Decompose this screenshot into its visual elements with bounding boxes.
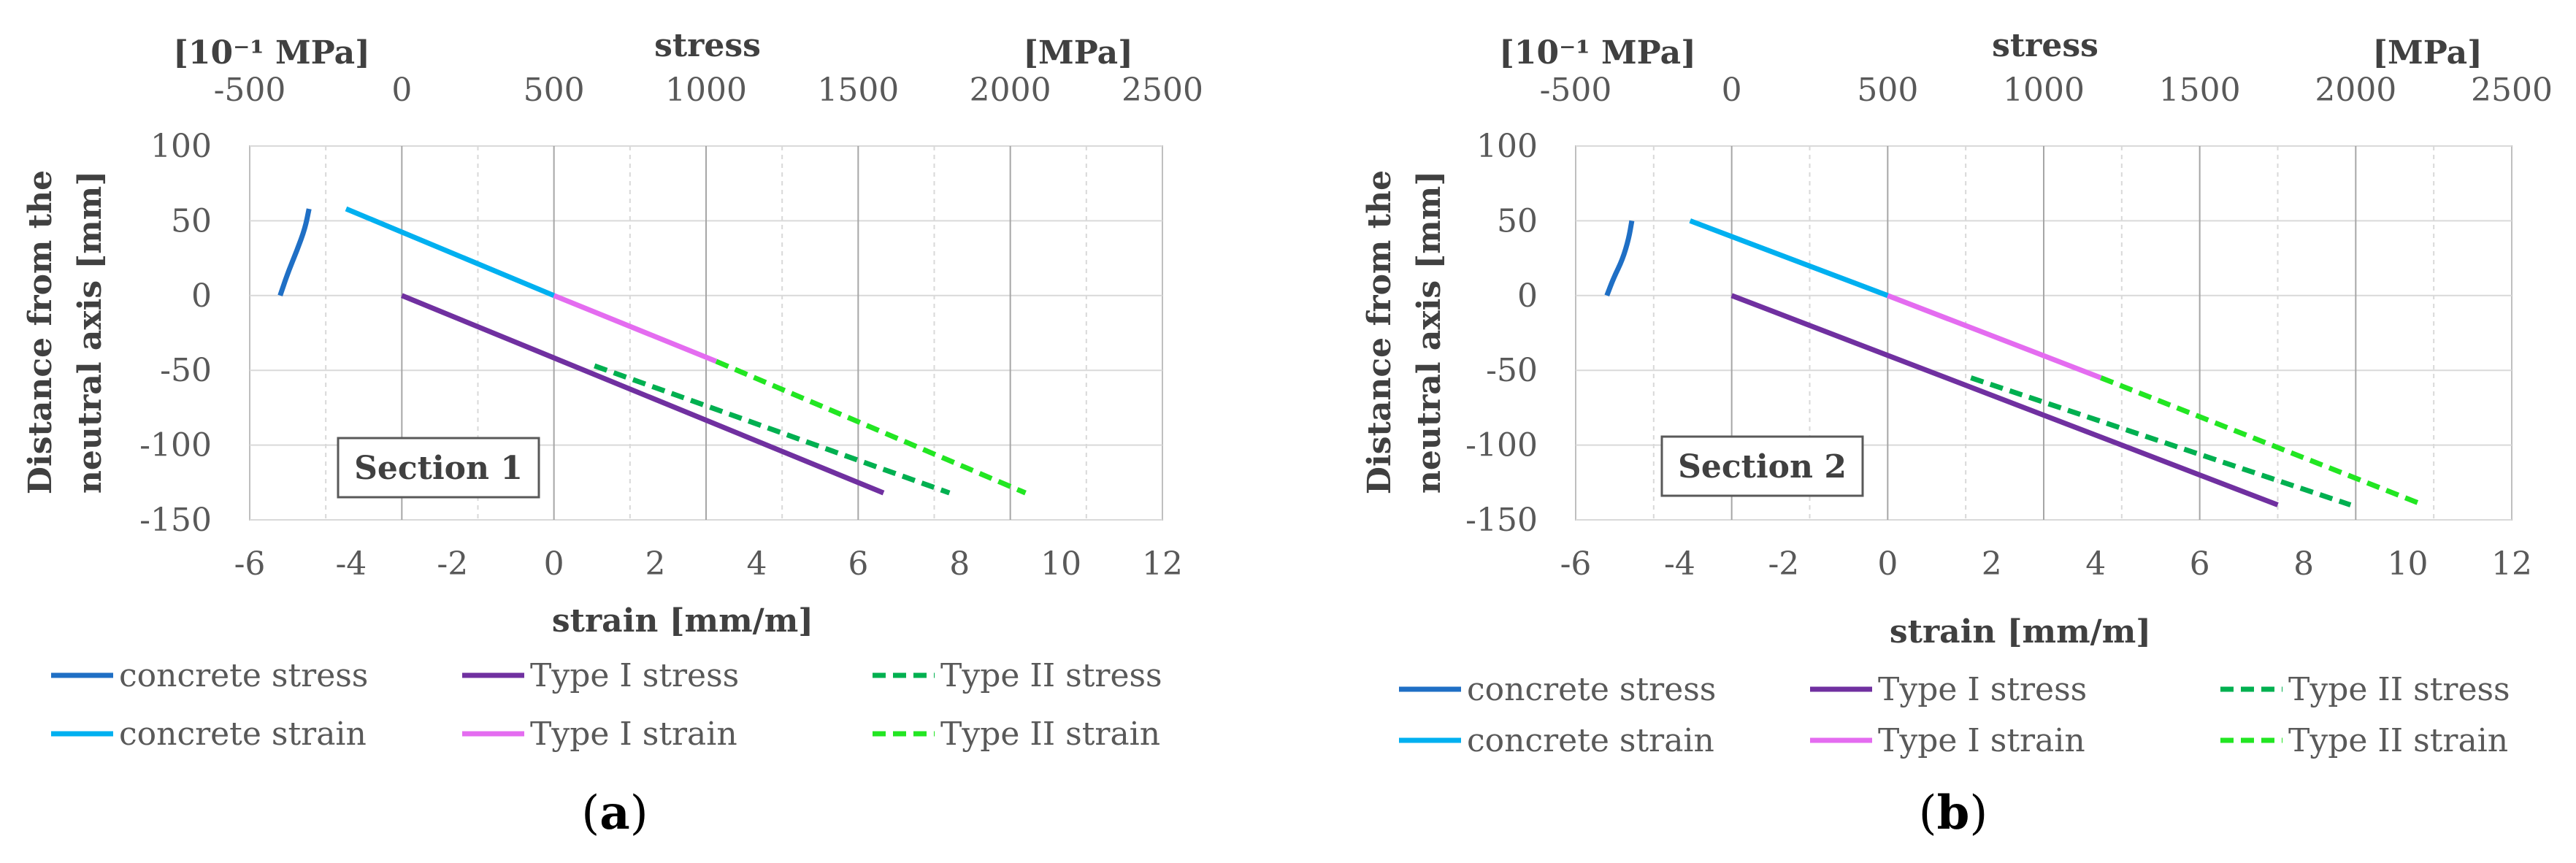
series-line-concrete-strain [345,206,556,299]
legend-label: Type I stress [530,657,739,694]
top-tick-label: 1500 [817,72,899,109]
series-line-concrete-stress [1604,220,1635,297]
x-tick-label: 12 [2491,545,2532,583]
top-axis-left-unit: [10⁻¹ MPa] [173,34,370,72]
x-tick-label: -6 [234,545,266,583]
series-line-type-i-stress [1730,293,2279,507]
top-axis-right-unit: [MPa] [2372,34,2483,72]
section-label-box [1660,435,1864,497]
y-tick-label: -50 [160,352,212,389]
series-line-type-ii-strain [2100,375,2425,507]
legend-label: Type II stress [940,657,1162,694]
x-tick-label: 12 [1142,545,1183,583]
y-tick-label: 50 [171,202,212,239]
section-label: Section 1 [354,450,523,487]
y-tick-label: -100 [1465,427,1538,464]
x-tick-label: 0 [544,545,564,583]
x-tick-label: -6 [1560,545,1592,583]
legend-label: concrete strain [1467,722,1714,759]
top-tick-label: 0 [391,72,412,109]
legend-label: concrete strain [119,716,367,753]
series-line-type-ii-strain [715,358,1027,496]
series-line-type-i-strain [1887,293,2102,380]
x-tick-label: -2 [437,545,468,583]
y-axis-title-line1: Distance from the [22,170,59,494]
top-tick-label: 2500 [2471,72,2553,109]
y-tick-label: 100 [1476,128,1538,165]
x-tick-label: 8 [949,545,970,583]
top-tick-label: 500 [1857,72,1918,109]
y-tick-label: -100 [139,427,212,464]
x-tick-label: 8 [2293,545,2314,583]
x-axis-title: strain [mm/m] [552,602,813,640]
y-axis-title-line2: neutral axis [mm] [72,171,109,494]
series-line-type-i-strain [553,293,718,364]
x-tick-label: 6 [848,545,868,583]
x-tick-label: 2 [645,545,666,583]
y-tick-label: -150 [139,502,212,539]
y-tick-label: 0 [191,277,212,315]
x-tick-label: 2 [1982,545,2002,583]
top-tick-label: 1500 [2159,72,2241,109]
series-line-type-ii-stress [594,363,951,496]
series-line-type-i-stress [401,293,885,496]
legend-label: Type II strain [940,716,1160,753]
top-tick-label: 2000 [970,72,1051,109]
panel-caption: (b) [1919,786,1988,840]
x-tick-label: 10 [2388,545,2429,583]
series-line-type-ii-stress [1970,375,2352,507]
top-tick-label: 2500 [1122,72,1203,109]
top-axis-title: stress [654,27,761,64]
x-tick-label: 4 [746,545,767,583]
legend-label: Type II stress [2288,671,2510,708]
x-tick-label: -4 [335,545,367,583]
x-tick-label: 4 [2085,545,2106,583]
x-tick-label: 10 [1040,545,1081,583]
top-tick-label: -500 [214,72,286,109]
y-tick-label: 100 [150,128,212,165]
top-tick-label: 2000 [2315,72,2396,109]
top-tick-label: 500 [524,72,585,109]
top-axis-title: stress [1992,27,2098,64]
x-tick-label: 0 [1877,545,1898,583]
y-axis-title-line2: neutral axis [mm] [1411,171,1448,494]
top-tick-label: 1000 [665,72,747,109]
legend-label: Type I stress [1878,671,2087,708]
x-tick-label: 6 [2190,545,2210,583]
series-line-concrete-strain [1689,218,1889,299]
top-tick-label: 1000 [2003,72,2085,109]
legend-label: Type I strain [1878,722,2085,759]
legend-label: Type II strain [2288,722,2508,759]
x-tick-label: -4 [1664,545,1695,583]
top-tick-label: 0 [1722,72,1742,109]
x-axis-title: strain [mm/m] [1890,613,2151,651]
legend-label: Type I strain [530,716,737,753]
y-tick-label: -150 [1465,502,1538,539]
y-axis-title-line1: Distance from the [1361,170,1398,494]
legend-label: concrete stress [1467,671,1716,708]
y-tick-label: -50 [1486,352,1538,389]
x-tick-label: -2 [1768,545,1799,583]
top-axis-right-unit: [MPa] [1023,34,1133,72]
section-label-box [337,437,540,499]
top-axis-left-unit: [10⁻¹ MPa] [1499,34,1696,72]
section-label: Section 2 [1678,448,1847,486]
series-line-concrete-stress [277,208,312,296]
panel-caption: (a) [581,786,648,840]
y-tick-label: 50 [1497,202,1538,239]
y-tick-label: 0 [1517,277,1538,315]
legend-label: concrete stress [119,657,368,694]
top-tick-label: -500 [1540,72,1612,109]
